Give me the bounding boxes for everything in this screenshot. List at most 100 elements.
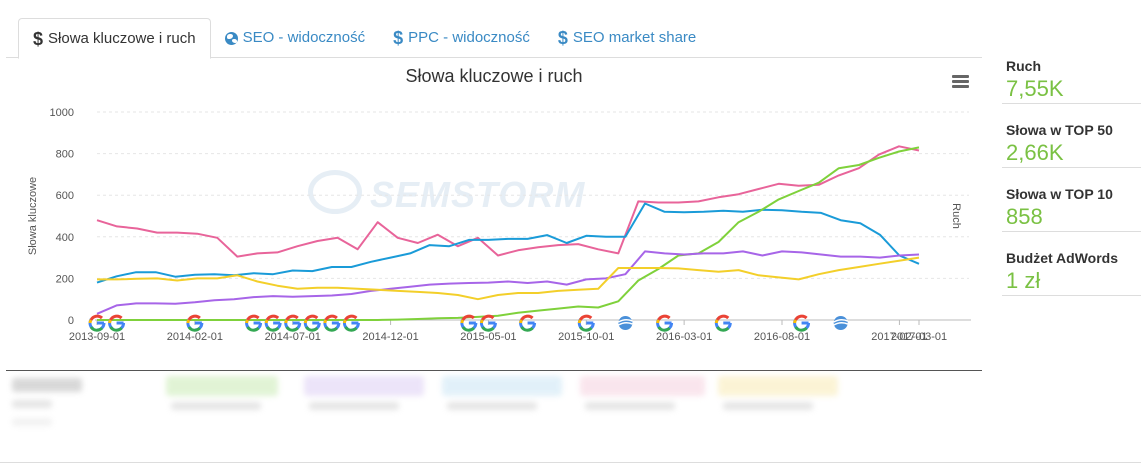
x-tick-label: 2015-10-01 xyxy=(558,331,614,343)
semstorm-watermark: SEMSTORM xyxy=(304,170,584,220)
stat-adwords-budget: Budżet AdWords 1 zł xyxy=(1002,242,1141,296)
stat-label: Słowa w TOP 10 xyxy=(1006,186,1113,202)
google-bar xyxy=(488,321,496,325)
semstorm-logo-icon xyxy=(308,170,362,214)
tab-bar: $ Słowa kluczowe i ruch SEO - widoczność… xyxy=(18,18,710,59)
google-bar xyxy=(351,321,359,325)
google-green-arc xyxy=(305,326,319,332)
series-line-1 xyxy=(96,202,920,284)
google-yellow-arc xyxy=(108,319,112,324)
tab-seo-visibility[interactable]: SEO - widoczność xyxy=(211,18,380,58)
google-green-arc xyxy=(579,326,593,332)
series-line-0 xyxy=(96,145,920,258)
google-icon xyxy=(342,314,360,332)
x-tick-label: 2013-09-01 xyxy=(69,331,125,343)
google-red-arc xyxy=(109,314,123,321)
google-bar xyxy=(273,321,281,325)
x-tick-label: 2014-12-01 xyxy=(362,331,418,343)
google-yellow-arc xyxy=(284,319,289,324)
stat-value: 2,66K xyxy=(1006,140,1064,165)
google-icon xyxy=(88,314,106,332)
chart-menu-icon[interactable] xyxy=(952,75,969,88)
y-tick-label: 400 xyxy=(56,232,74,244)
google-yellow-arc xyxy=(264,319,269,324)
google-yellow-arc xyxy=(519,319,523,324)
google-bar xyxy=(586,321,594,325)
google-red-arc xyxy=(578,314,593,321)
google-green-arc xyxy=(520,326,534,332)
google-bar xyxy=(723,321,731,325)
google-green-arc xyxy=(109,326,123,332)
google-bar xyxy=(312,321,320,325)
tab-keywords-traffic[interactable]: $ Słowa kluczowe i ruch xyxy=(18,18,211,59)
x-tick-label: 2014-02-01 xyxy=(167,331,223,343)
google-red-arc xyxy=(89,314,104,321)
y2-axis-title: Ruch xyxy=(950,203,962,229)
tab-label: SEO - widoczność xyxy=(242,29,366,46)
google-yellow-arc xyxy=(88,319,93,324)
blurred-legend-table xyxy=(6,374,982,454)
y-tick-label: 200 xyxy=(56,273,74,285)
google-bar xyxy=(331,321,339,325)
google-green-arc xyxy=(344,326,358,332)
google-icon xyxy=(303,314,321,332)
google-yellow-arc xyxy=(245,319,249,324)
stat-traffic: Ruch 7,55K xyxy=(1002,50,1141,104)
tab-seo-market-share[interactable]: $ SEO market share xyxy=(544,18,710,58)
google-green-arc xyxy=(246,326,260,332)
stat-value: 7,55K xyxy=(1006,76,1064,101)
google-red-arc xyxy=(187,314,201,321)
google-red-arc xyxy=(481,314,495,321)
stat-value: 1 zł xyxy=(1006,268,1041,293)
google-icon xyxy=(519,314,537,332)
table-top-border xyxy=(6,370,982,371)
google-green-arc xyxy=(657,326,671,332)
google-bar xyxy=(253,321,261,325)
stats-panel: Ruch 7,55K Słowa w TOP 50 2,66K Słowa w … xyxy=(1002,50,1141,296)
google-icon xyxy=(656,314,674,332)
google-red-arc xyxy=(657,314,671,321)
google-bar xyxy=(292,321,300,325)
tab-label: PPC - widoczność xyxy=(408,29,530,46)
tab-ppc-visibility[interactable]: $ PPC - widoczność xyxy=(379,18,544,58)
google-bar xyxy=(664,321,672,325)
google-bar xyxy=(116,321,124,325)
google-bar xyxy=(527,321,535,325)
tab-label: SEO market share xyxy=(572,29,697,46)
google-red-arc xyxy=(520,314,534,321)
series-line-4 xyxy=(97,256,920,301)
google-green-arc xyxy=(716,326,730,332)
y-axis-title: Słowa kluczowe xyxy=(27,177,39,255)
google-yellow-arc xyxy=(460,319,465,324)
google-green-arc xyxy=(481,326,495,332)
google-red-arc xyxy=(461,314,475,321)
dollar-icon: $ xyxy=(393,28,404,48)
google-red-arc xyxy=(715,314,730,321)
google-yellow-arc xyxy=(303,319,308,324)
stat-top10: Słowa w TOP 10 858 xyxy=(1002,178,1141,232)
y-tick-label: 0 xyxy=(68,315,74,327)
x-tick-label: 2017-03-01 xyxy=(891,331,947,343)
google-bar xyxy=(801,321,809,325)
google-red-arc xyxy=(304,314,319,321)
google-icon xyxy=(323,314,341,332)
google-icon xyxy=(460,314,478,332)
globe-icon xyxy=(833,316,849,330)
keywords-traffic-chart: 0 200 400 600 800 1000 2013-09-01 2014-02-01 201… xyxy=(27,107,971,343)
x-tick-label: 2014-07-01 xyxy=(265,331,321,343)
page-bottom-border xyxy=(0,462,1141,463)
series-line-3 xyxy=(96,250,920,315)
google-red-arc xyxy=(265,314,280,321)
tab-label: Słowa kluczowe i ruch xyxy=(48,29,196,47)
google-icon xyxy=(479,314,497,332)
google-red-arc xyxy=(794,314,808,321)
google-icon xyxy=(577,314,595,332)
y-tick-label: 1000 xyxy=(50,107,74,119)
stat-label: Ruch xyxy=(1006,58,1041,74)
google-green-arc xyxy=(89,326,104,332)
stat-value: 858 xyxy=(1006,204,1043,229)
google-yellow-arc xyxy=(342,319,347,324)
google-green-arc xyxy=(265,326,280,332)
google-yellow-arc xyxy=(479,319,484,324)
google-yellow-arc xyxy=(656,319,660,324)
